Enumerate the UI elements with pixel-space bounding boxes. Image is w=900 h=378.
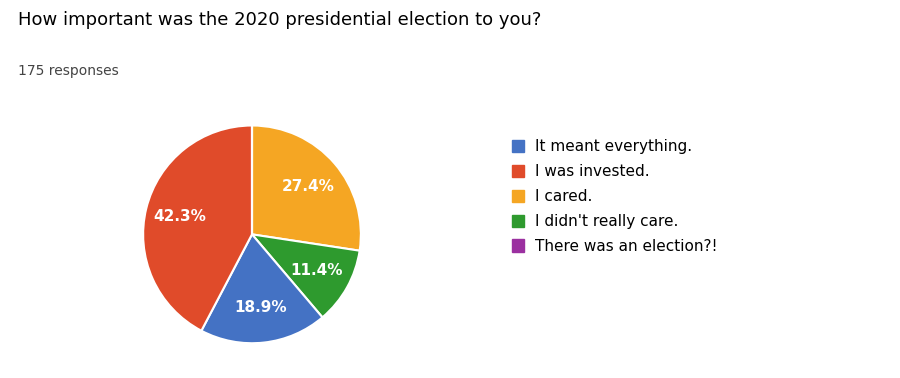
Text: 175 responses: 175 responses [18,64,119,78]
Wedge shape [143,125,252,331]
Text: How important was the 2020 presidential election to you?: How important was the 2020 presidential … [18,11,542,29]
Legend: It meant everything., I was invested., I cared., I didn't really care., There wa: It meant everything., I was invested., I… [511,139,717,254]
Text: 27.4%: 27.4% [282,179,335,194]
Wedge shape [252,234,360,318]
Wedge shape [252,125,361,251]
Wedge shape [202,234,322,343]
Text: 18.9%: 18.9% [234,301,286,315]
Text: 42.3%: 42.3% [154,209,207,224]
Text: 11.4%: 11.4% [291,263,343,278]
